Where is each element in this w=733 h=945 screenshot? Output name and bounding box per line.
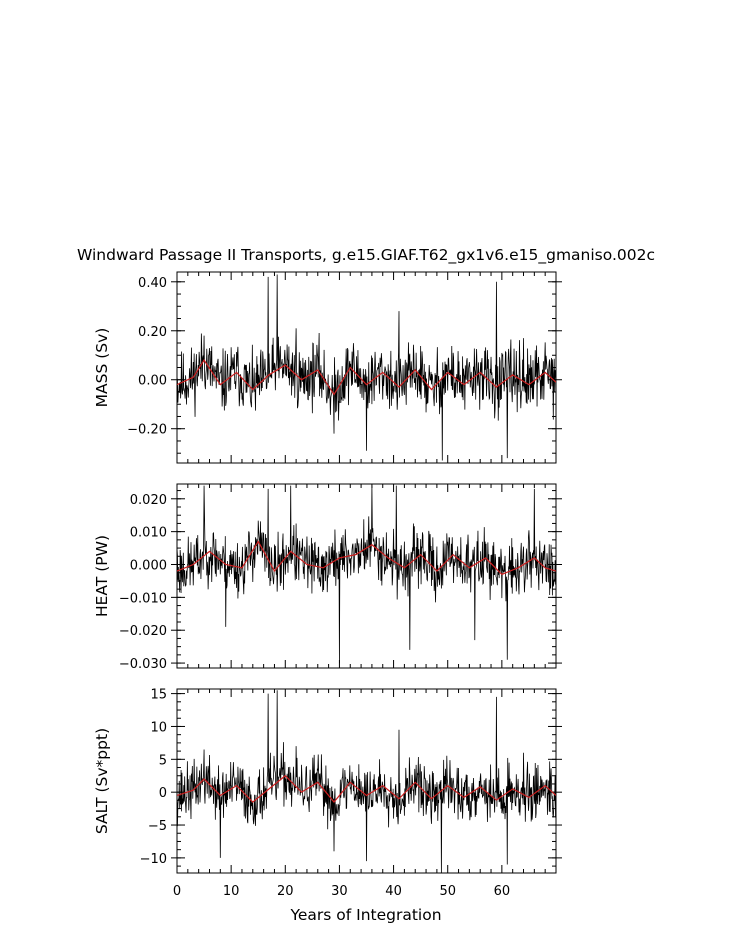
y-tick-label: 0.20 — [138, 325, 167, 340]
x-tick-label: 20 — [277, 884, 294, 899]
y-tick-label: 0.020 — [130, 493, 167, 508]
y-tick-label: −10 — [140, 852, 167, 867]
smoothed-transport-line — [177, 774, 556, 803]
panel-3: −10 −5 0 5 10 15 SALT (Sv*ppt) 0 10 20 30 40 50 60 — [93, 688, 562, 899]
y-tick-label: 10 — [150, 720, 167, 735]
raw-transport-line — [177, 690, 556, 873]
raw-transport-line — [177, 485, 556, 664]
y-tick-label: 5 — [159, 753, 167, 768]
figure-title: Windward Passage II Transports, g.e15.GI… — [77, 246, 655, 265]
x-tick-label: 40 — [385, 884, 402, 899]
y-axis-label: HEAT (PW) — [93, 535, 111, 617]
panel-1: −0.20 0.00 0.20 0.40 MASS (Sv) — [93, 271, 562, 464]
y-tick-label: 0 — [159, 786, 167, 801]
y-axis-label: SALT (Sv*ppt) — [93, 728, 111, 834]
y-tick-label: 0.000 — [130, 559, 167, 574]
y-tick-label: −0.20 — [127, 423, 167, 438]
x-axis-label: Years of Integration — [289, 906, 441, 924]
y-tick-label: −0.020 — [119, 624, 167, 639]
y-tick-label: −5 — [148, 819, 167, 834]
y-axis-label: MASS (Sv) — [93, 328, 111, 408]
x-tick-label: 30 — [331, 884, 348, 899]
y-tick-label: 0.00 — [138, 374, 167, 389]
y-tick-label: −0.030 — [119, 657, 167, 672]
y-tick-label: 0.010 — [130, 526, 167, 541]
x-tick-label: 50 — [439, 884, 456, 899]
y-tick-label: 0.40 — [138, 276, 167, 291]
x-tick-label: 60 — [494, 884, 511, 899]
smoothed-transport-line — [177, 540, 556, 576]
panel-2: −0.030 −0.020 −0.010 0.000 0.010 0.020 HEAT (P… — [93, 483, 562, 672]
plot-frame — [176, 688, 557, 874]
x-tick-label: 0 — [173, 884, 181, 899]
raw-transport-line — [177, 274, 556, 461]
y-tick-label: −0.010 — [119, 591, 167, 606]
smoothed-transport-line — [177, 359, 556, 396]
y-tick-label: 15 — [150, 688, 167, 703]
x-tick-label: 10 — [223, 884, 240, 899]
